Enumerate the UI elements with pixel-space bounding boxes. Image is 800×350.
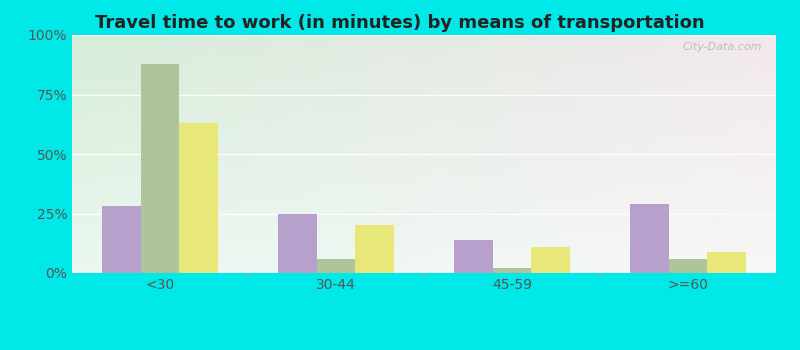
Bar bbox=[531, 247, 570, 273]
Bar bbox=[141, 64, 179, 273]
Bar bbox=[102, 206, 141, 273]
Text: City-Data.com: City-Data.com bbox=[682, 42, 762, 52]
Bar bbox=[707, 252, 746, 273]
Bar bbox=[179, 123, 218, 273]
Bar bbox=[317, 259, 355, 273]
Text: Travel time to work (in minutes) by means of transportation: Travel time to work (in minutes) by mean… bbox=[95, 14, 705, 32]
Bar bbox=[630, 204, 669, 273]
Bar bbox=[355, 225, 394, 273]
Bar bbox=[278, 214, 317, 273]
Bar bbox=[493, 268, 531, 273]
Bar bbox=[454, 240, 493, 273]
Bar bbox=[669, 259, 707, 273]
